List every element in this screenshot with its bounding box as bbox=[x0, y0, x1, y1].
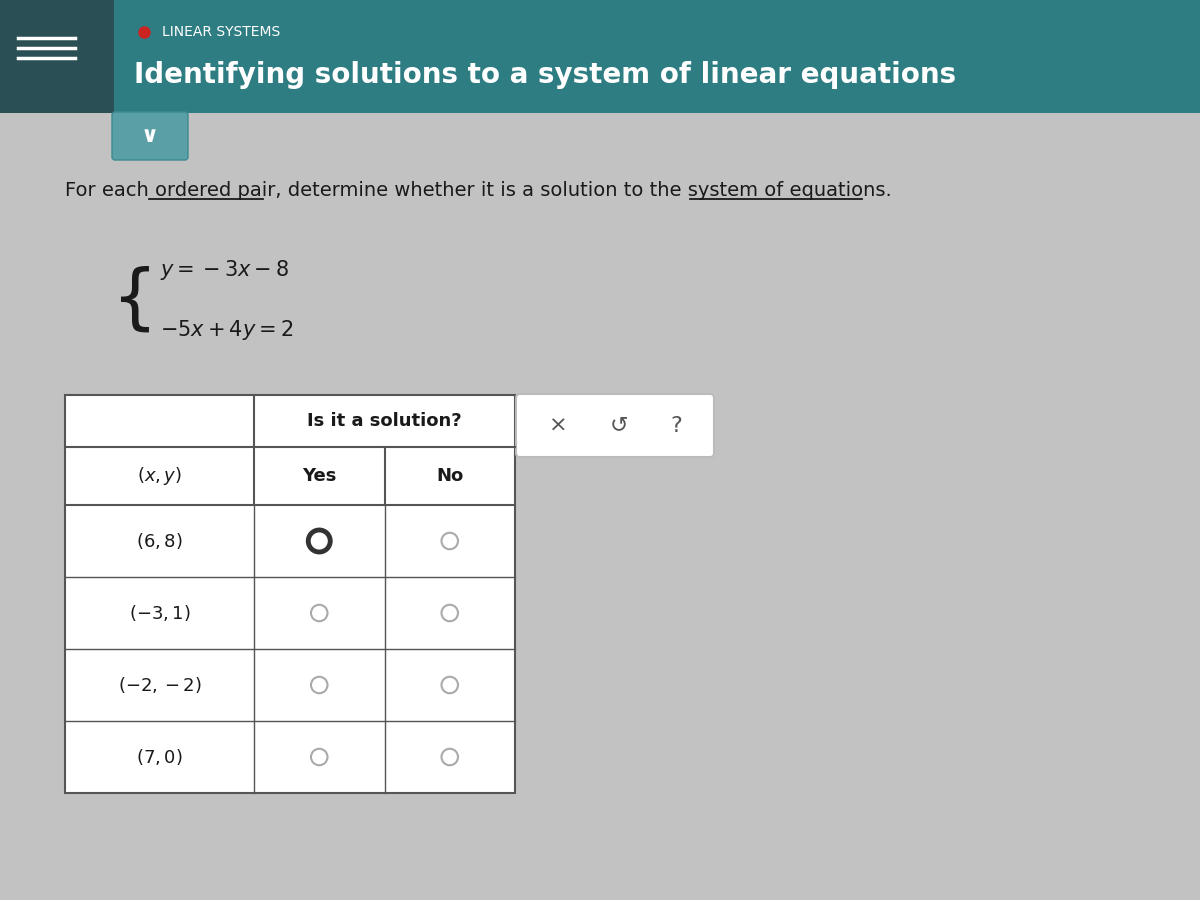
Text: LINEAR SYSTEMS: LINEAR SYSTEMS bbox=[162, 25, 281, 39]
Text: $(-3, 1)$: $(-3, 1)$ bbox=[128, 603, 191, 623]
Text: No: No bbox=[436, 467, 463, 485]
Text: $y = -3x - 8$: $y = -3x - 8$ bbox=[160, 258, 289, 282]
Text: Identifying solutions to a system of linear equations: Identifying solutions to a system of lin… bbox=[134, 61, 956, 89]
Text: {: { bbox=[112, 266, 158, 335]
Circle shape bbox=[314, 536, 324, 546]
Bar bbox=[65, 395, 515, 793]
Text: Is it a solution?: Is it a solution? bbox=[307, 412, 462, 430]
Text: $(6, 8)$: $(6, 8)$ bbox=[136, 531, 182, 551]
Text: ∨: ∨ bbox=[140, 126, 160, 146]
Text: $(x, y)$: $(x, y)$ bbox=[137, 465, 182, 487]
Text: $-5x + 4y = 2$: $-5x + 4y = 2$ bbox=[160, 318, 293, 342]
FancyBboxPatch shape bbox=[112, 112, 188, 160]
Text: $(-2, -2)$: $(-2, -2)$ bbox=[118, 675, 202, 695]
Bar bbox=[0, 112, 1200, 900]
Text: ×: × bbox=[548, 416, 568, 436]
FancyBboxPatch shape bbox=[516, 394, 714, 457]
Text: ↺: ↺ bbox=[610, 416, 628, 436]
Text: $(7, 0)$: $(7, 0)$ bbox=[136, 747, 182, 767]
Text: For each ordered pair, determine whether it is a solution to the system of equat: For each ordered pair, determine whether… bbox=[65, 181, 892, 200]
Text: ?: ? bbox=[670, 416, 682, 436]
Bar bbox=[0, 0, 114, 112]
Circle shape bbox=[308, 530, 330, 552]
Bar bbox=[114, 0, 1200, 112]
Text: Yes: Yes bbox=[302, 467, 336, 485]
